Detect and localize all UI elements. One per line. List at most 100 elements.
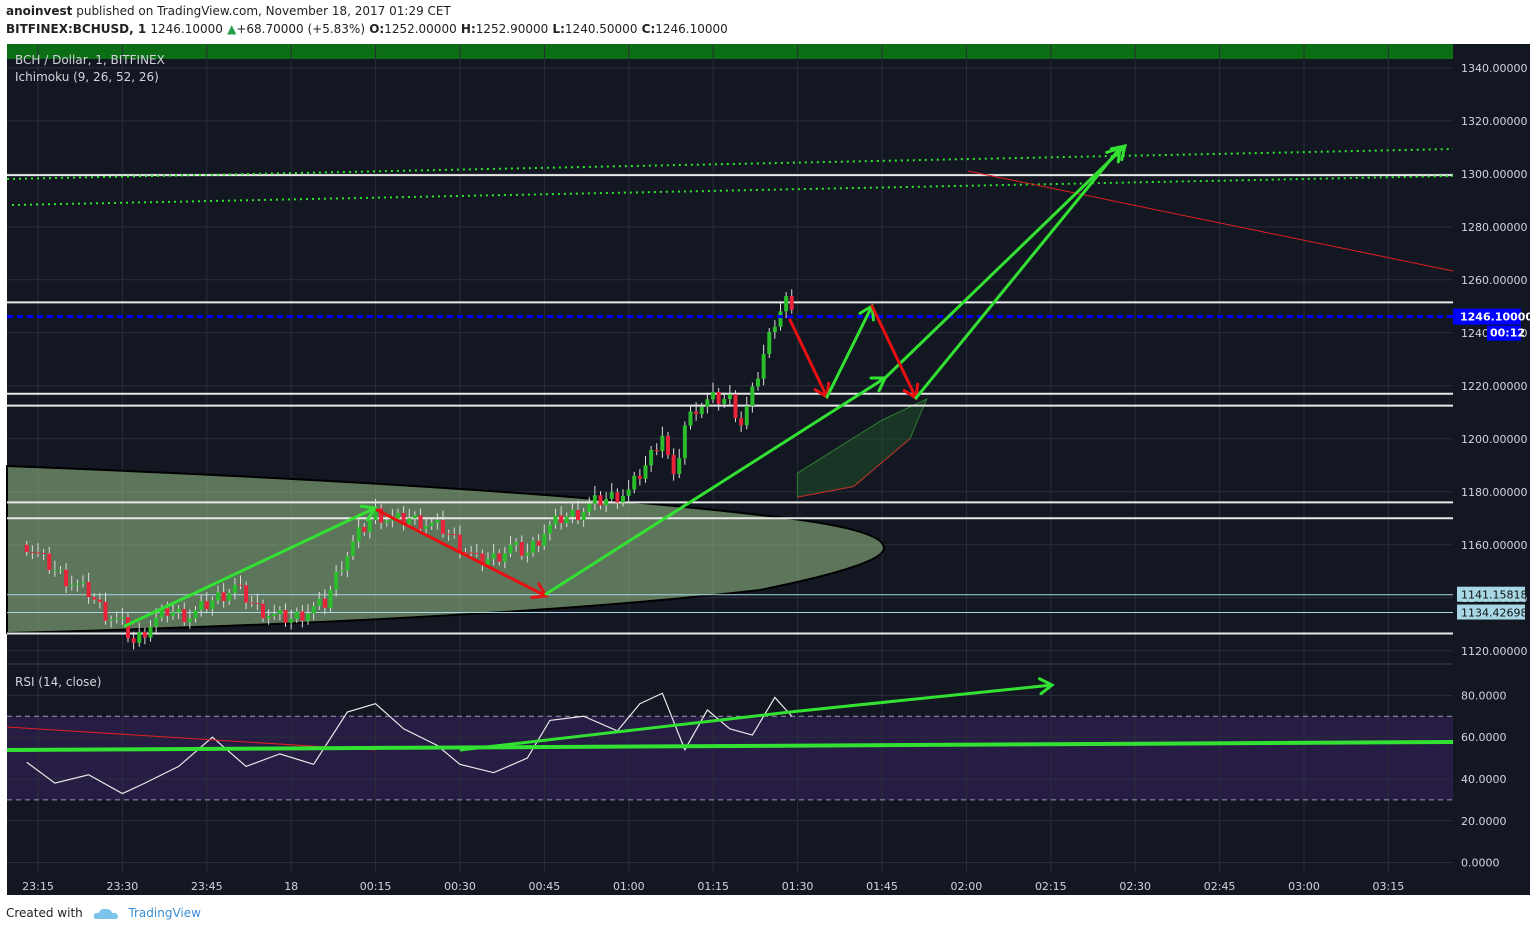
candle-body bbox=[649, 449, 654, 466]
series-legend: BCH / Dollar, 1, BITFINEX bbox=[15, 53, 165, 67]
candle-body bbox=[221, 592, 226, 601]
time-tick-label: 01:45 bbox=[866, 880, 898, 893]
price-tick-label: 1220.00000 bbox=[1461, 380, 1527, 393]
rsi-band-fill bbox=[7, 716, 1453, 800]
high-value: 1252.90000 bbox=[475, 22, 549, 36]
candle-body bbox=[441, 519, 445, 534]
time-tick-label: 23:15 bbox=[22, 880, 54, 893]
candle-body bbox=[137, 631, 142, 643]
green-arrow-head bbox=[359, 504, 378, 522]
candle-body bbox=[767, 332, 772, 354]
rsi-tick-label: 40.0000 bbox=[1461, 773, 1507, 786]
candle-body bbox=[756, 378, 760, 387]
red-trendline bbox=[967, 170, 1454, 272]
ichimoku-legend: Ichimoku (9, 26, 52, 26) bbox=[15, 70, 159, 84]
candle-body bbox=[784, 295, 789, 312]
candle-body bbox=[660, 435, 665, 452]
candle-body bbox=[154, 617, 159, 627]
candle-body bbox=[165, 608, 170, 616]
candle-body bbox=[24, 544, 29, 552]
green-arrow bbox=[123, 506, 377, 628]
level-tag bbox=[1457, 586, 1525, 602]
green-arrow-head bbox=[1105, 145, 1122, 164]
pattern-ellipse bbox=[6, 464, 886, 635]
candle-body bbox=[677, 458, 682, 475]
candle-body bbox=[750, 386, 755, 406]
candle-body bbox=[373, 508, 378, 521]
candle-body bbox=[300, 611, 305, 621]
candle-body bbox=[345, 555, 350, 571]
candle-body bbox=[182, 608, 187, 623]
low-label: L: bbox=[552, 22, 565, 36]
candle-body bbox=[216, 592, 220, 601]
price-tick-label: 1340.00000 bbox=[1461, 62, 1527, 75]
candle-body bbox=[283, 610, 288, 623]
close-value: 1246.10000 bbox=[655, 22, 728, 36]
candle-body bbox=[334, 571, 339, 590]
publisher-name[interactable]: anoinvest bbox=[6, 4, 73, 18]
low-value: 1240.50000 bbox=[564, 22, 638, 36]
candle-body bbox=[626, 489, 631, 496]
candle-body bbox=[480, 553, 485, 565]
candle-body bbox=[238, 584, 243, 586]
candle-body bbox=[103, 601, 108, 621]
time-tick-label: 01:30 bbox=[782, 880, 814, 893]
top-band bbox=[7, 44, 1453, 59]
time-tick-label: 02:15 bbox=[1035, 880, 1067, 893]
candle-body bbox=[547, 524, 552, 534]
time-tick-label: 03:15 bbox=[1373, 880, 1405, 893]
candle-body bbox=[120, 617, 125, 619]
candle-body bbox=[553, 515, 558, 525]
candle-body bbox=[666, 435, 670, 455]
candle-body bbox=[733, 394, 738, 419]
candle-body bbox=[317, 598, 322, 606]
red-arrow bbox=[375, 508, 548, 598]
candle-body bbox=[722, 399, 727, 404]
time-tick-label: 23:30 bbox=[107, 880, 139, 893]
candle-body bbox=[474, 552, 479, 554]
time-tick-label: 01:00 bbox=[613, 880, 645, 893]
candle-body bbox=[47, 553, 52, 571]
candle-body bbox=[519, 542, 524, 556]
candle-body bbox=[609, 492, 614, 499]
time-tick-label: 00:15 bbox=[360, 880, 392, 893]
candle-body bbox=[711, 391, 715, 400]
created-with-label: Created with bbox=[6, 906, 83, 920]
time-tick-label: 02:45 bbox=[1204, 880, 1236, 893]
candle-body bbox=[255, 603, 260, 605]
candle-body bbox=[193, 609, 198, 619]
candle-body bbox=[41, 552, 46, 554]
time-tick-label: 00:45 bbox=[529, 880, 561, 893]
candle-body bbox=[396, 512, 400, 519]
candle-body bbox=[491, 553, 496, 559]
candle-body bbox=[739, 418, 744, 426]
candle-body bbox=[159, 608, 164, 618]
tradingview-link[interactable]: TradingView bbox=[128, 906, 201, 920]
candle-body bbox=[379, 508, 384, 523]
ichimoku-span-b bbox=[797, 438, 911, 498]
candle-body bbox=[694, 411, 699, 415]
candle-body bbox=[604, 498, 609, 506]
candle-body bbox=[705, 399, 710, 407]
time-tick-label: 02:30 bbox=[1119, 880, 1151, 893]
candle-body bbox=[69, 584, 74, 587]
rsi-tick-label: 0.0000 bbox=[1461, 857, 1500, 870]
candle-body bbox=[643, 465, 648, 479]
countdown-label: 00:12 bbox=[1490, 327, 1525, 340]
candle-body bbox=[294, 611, 299, 619]
candle-body bbox=[176, 608, 181, 613]
price-tick-label: 1160.00000 bbox=[1461, 539, 1527, 552]
candle-body bbox=[542, 533, 547, 546]
candle-body bbox=[36, 552, 40, 554]
rsi-tick-label: 20.0000 bbox=[1461, 815, 1507, 828]
candle-body bbox=[367, 520, 372, 532]
candle-body bbox=[199, 601, 204, 610]
candle-body bbox=[92, 597, 97, 600]
time-tick-label: 02:00 bbox=[951, 880, 983, 893]
candle-body bbox=[716, 391, 721, 404]
candle-body bbox=[508, 545, 513, 554]
price-axis-background bbox=[1453, 44, 1530, 895]
candle-body bbox=[75, 583, 80, 585]
rsi-tick-label: 60.0000 bbox=[1461, 731, 1507, 744]
